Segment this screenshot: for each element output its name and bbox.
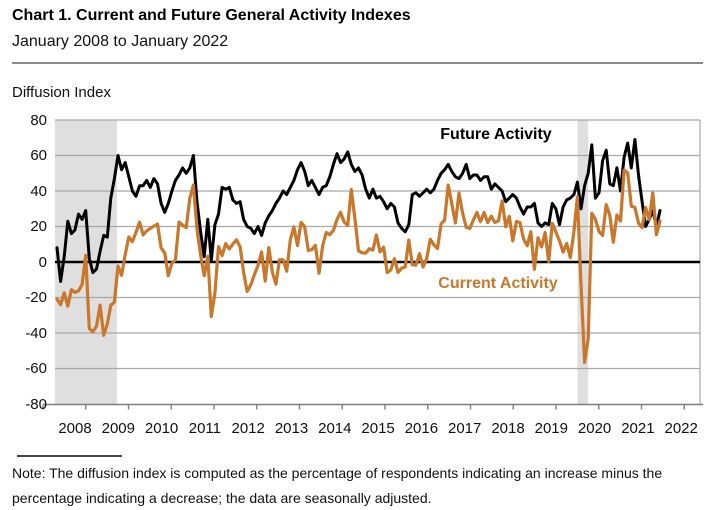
note-divider	[17, 455, 122, 457]
y-tick-label: 80	[30, 111, 47, 129]
y-tick-label: -60	[25, 360, 47, 377]
x-tick-label: 2020	[577, 420, 612, 437]
x-tick-label: 2019	[534, 420, 568, 437]
header-divider	[12, 62, 703, 64]
current-activity-line	[55, 168, 662, 365]
x-tick-label: 2014	[318, 420, 352, 437]
x-tick-label: 2016	[404, 420, 439, 437]
y-tick-label: -20	[25, 289, 47, 306]
x-tick-label: 2008	[58, 420, 92, 437]
x-tick-label: 2009	[101, 420, 135, 437]
y-tick-label: -40	[25, 324, 47, 342]
y-tick-label: 20	[30, 218, 47, 235]
y-tick-label: -80	[25, 395, 47, 413]
y-axis-title: Diffusion Index	[12, 84, 111, 101]
chart-subtitle: January 2008 to January 2022	[12, 33, 229, 50]
x-tick-label: 2017	[448, 420, 482, 437]
x-tick-label: 2012	[231, 420, 265, 437]
y-tick-label: 0	[38, 253, 47, 271]
current-activity-label: Current Activity	[438, 275, 558, 292]
x-tick-label: 2018	[491, 420, 525, 437]
x-tick-label: 2015	[361, 420, 395, 437]
y-tick-label: 60	[30, 147, 47, 164]
future-activity-line	[55, 138, 662, 283]
y-tick-label: 40	[30, 182, 47, 200]
future-activity-label: Future Activity	[440, 126, 552, 143]
x-tick-label: 2011	[188, 420, 222, 437]
x-tick-label: 2021	[621, 420, 655, 437]
x-tick-label: 2022	[664, 420, 698, 437]
x-tick-label: 2013	[274, 420, 309, 437]
x-tick-label: 2010	[144, 420, 179, 437]
chart-title: Chart 1. Current and Future General Acti…	[12, 7, 411, 24]
note-text: Note: The diffusion index is computed as…	[12, 465, 663, 506]
